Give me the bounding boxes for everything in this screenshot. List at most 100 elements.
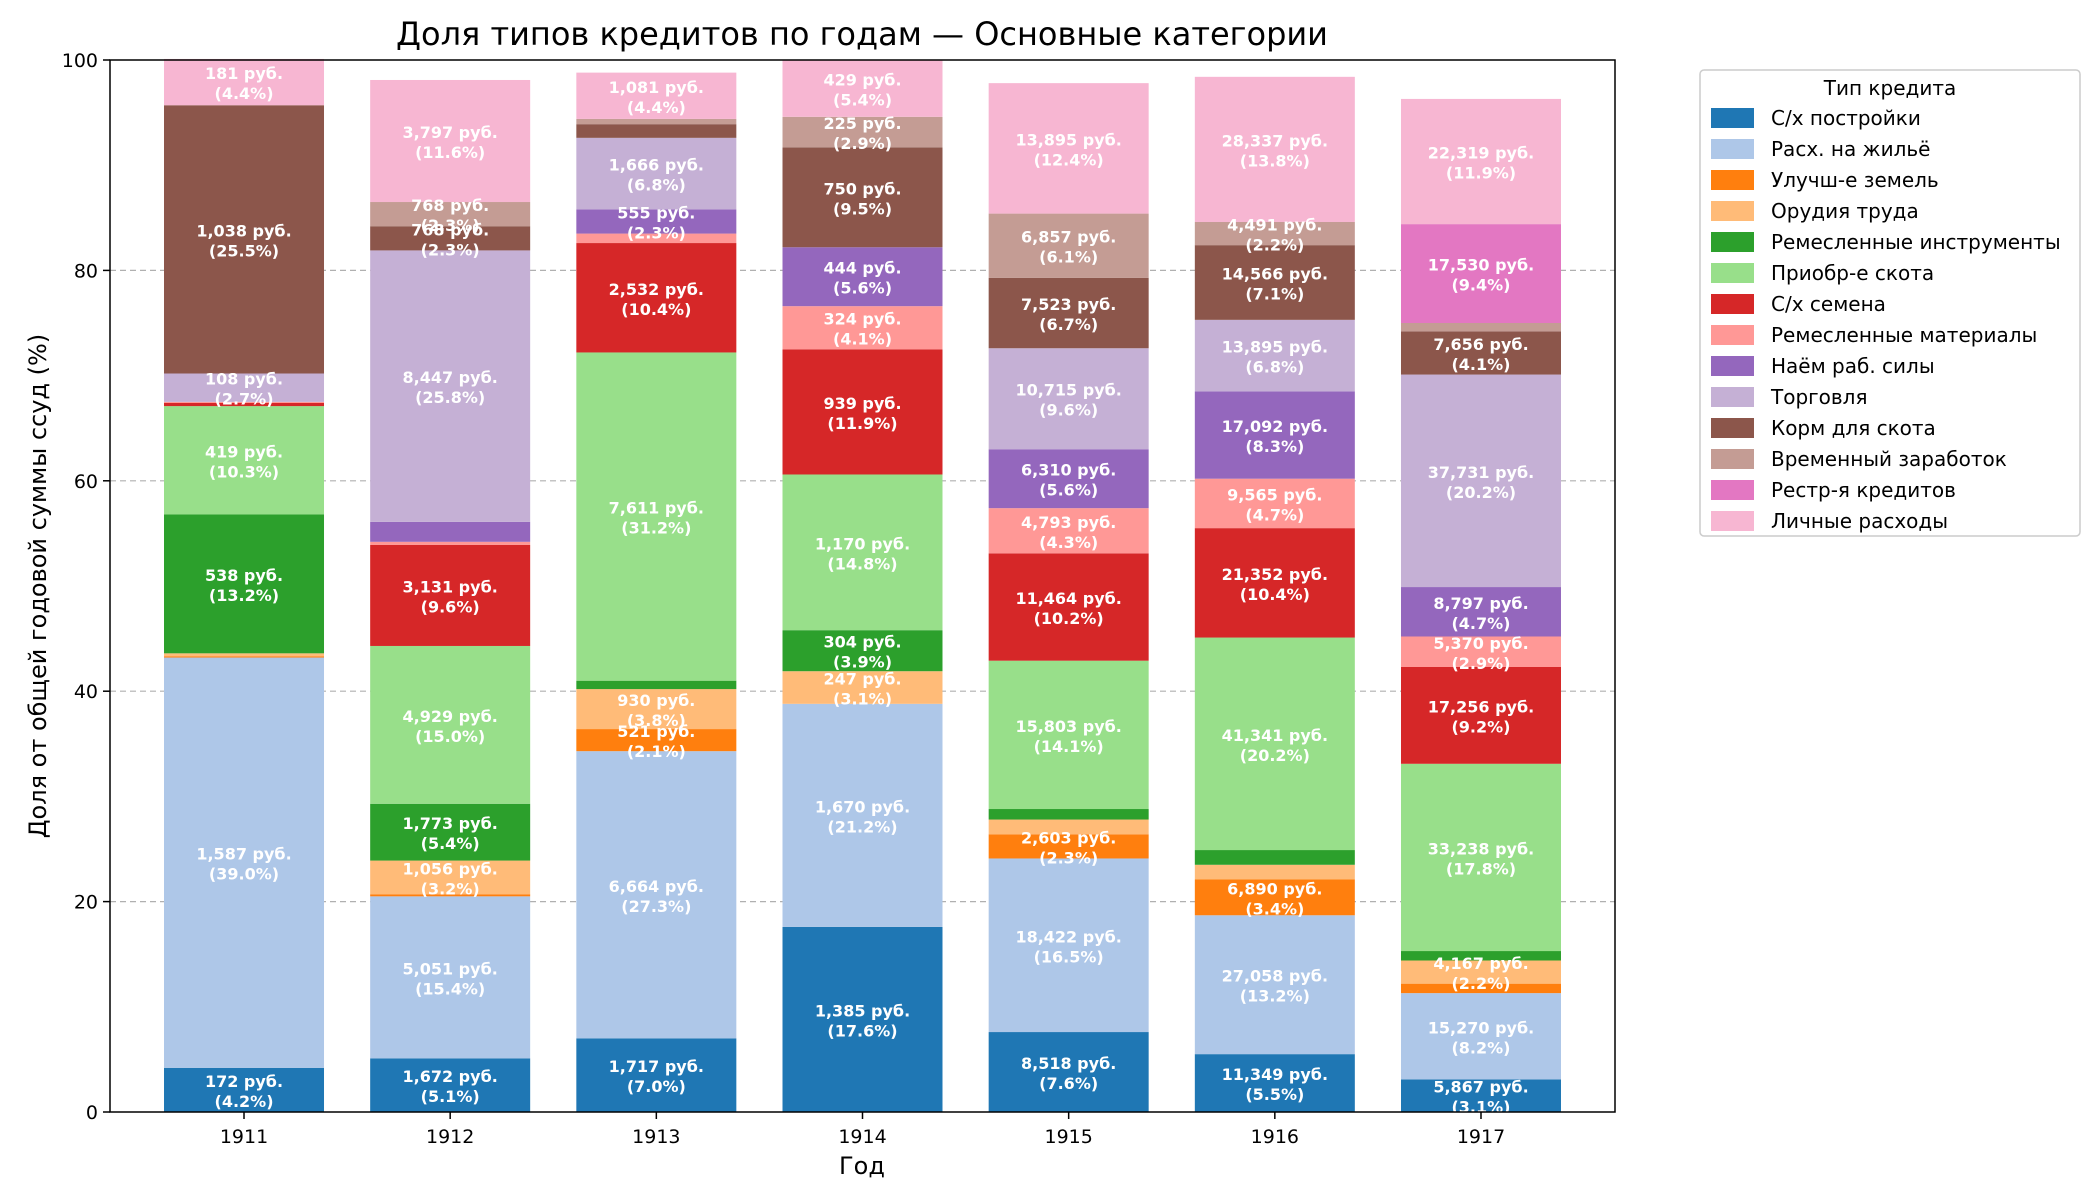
bar-segment — [988, 348, 1149, 450]
bar-segment — [1400, 587, 1561, 637]
bar-segment — [370, 521, 531, 542]
data-label: 11,464 руб. (10.2%) — [1015, 589, 1121, 628]
data-label: 429 руб. (5.4%) — [823, 70, 901, 109]
bar-segment — [576, 72, 737, 119]
bar-segment — [1400, 98, 1561, 225]
bar-segment — [576, 209, 737, 234]
bar-segment — [1400, 224, 1561, 323]
data-label: 1,666 руб. (6.8%) — [609, 156, 704, 195]
y-tick-label: 0 — [86, 1102, 98, 1124]
data-label: 108 руб. (2.7%) — [205, 370, 283, 409]
bar-segment — [988, 213, 1149, 278]
bar-segment — [782, 474, 943, 631]
data-label: 11,349 руб. (5.5%) — [1222, 1065, 1328, 1104]
bar-segment — [576, 680, 737, 690]
bar-segment — [1194, 850, 1355, 865]
bar-segment — [1400, 331, 1561, 375]
bar-segment — [1400, 667, 1561, 764]
legend-swatch — [1711, 108, 1754, 128]
bar-segment — [1400, 763, 1561, 952]
bar-segment — [782, 147, 943, 248]
bar-segment — [1194, 637, 1355, 851]
bar-segment — [1400, 993, 1561, 1080]
data-label: 8,447 руб. (25.8%) — [403, 368, 498, 407]
bar-segment — [370, 202, 531, 227]
bar-segment — [782, 60, 943, 117]
bar-segment — [988, 553, 1149, 661]
legend-entry: Орудия труда — [1711, 199, 1919, 223]
bar-segment — [576, 352, 737, 681]
data-label: 768 руб. (2.3%) — [411, 220, 489, 259]
legend-entry: Корм для скота — [1711, 416, 1936, 440]
bar-segment — [1194, 879, 1355, 916]
data-label: 6,310 руб. (5.6%) — [1021, 461, 1116, 500]
data-label: 1,081 руб. (4.4%) — [609, 78, 704, 117]
data-label: 4,929 руб. (15.0%) — [403, 707, 498, 746]
x-axis-label: Год — [839, 1152, 885, 1180]
legend-entry: С/х семена — [1711, 292, 1886, 316]
data-label: 768 руб. (2.3%) — [411, 196, 489, 235]
bars — [164, 58, 1561, 1112]
data-label: 5,051 руб. (15.4%) — [403, 959, 498, 998]
legend-label: Ремесленные материалы — [1771, 323, 2037, 347]
legend-label: Временный заработок — [1771, 447, 2007, 471]
y-axis-label: Доля от общей годовой суммы ссуд (%) — [24, 334, 52, 838]
data-label: 939 руб. (11.9%) — [823, 394, 901, 433]
legend-label: Улучш-е земель — [1771, 168, 1939, 192]
bar-segment — [576, 1038, 737, 1112]
data-label: 4,167 руб. (2.2%) — [1433, 954, 1528, 993]
bar-segment — [370, 894, 531, 897]
data-label: 444 руб. (5.6%) — [823, 259, 901, 298]
legend-entry: С/х постройки — [1711, 106, 1921, 130]
bar-segment — [988, 858, 1149, 1033]
bar-segment — [164, 514, 325, 654]
bar-segment — [576, 729, 737, 752]
bar-segment — [370, 1058, 531, 1112]
bar-segment — [1400, 960, 1561, 984]
bar-segment — [1194, 76, 1355, 223]
data-label: 172 руб. (4.2%) — [205, 1072, 283, 1111]
data-label: 521 руб. (2.1%) — [617, 722, 695, 761]
x-tick-label: 1913 — [632, 1126, 680, 1148]
data-label: 7,523 руб. (6.7%) — [1021, 295, 1116, 334]
data-label: 22,319 руб. (11.9%) — [1428, 144, 1534, 183]
data-label: 2,532 руб. (10.4%) — [609, 280, 704, 319]
legend-entry: Улучш-е земель — [1711, 168, 1939, 192]
legend-frame — [1699, 69, 2081, 537]
legend-label: Рестр-я кредитов — [1771, 478, 1956, 502]
data-label: 555 руб. (2.3%) — [617, 203, 695, 242]
bar-segment — [576, 233, 737, 244]
data-label: 7,611 руб. (31.2%) — [609, 499, 704, 538]
data-label: 27,058 руб. (13.2%) — [1222, 967, 1328, 1006]
legend-swatch — [1711, 418, 1754, 438]
data-label: 13,895 руб. (12.4%) — [1015, 130, 1121, 169]
data-label: 17,530 руб. (9.4%) — [1428, 256, 1534, 295]
bar-segment — [782, 349, 943, 475]
legend: Тип кредита С/х постройки Расх. на жильё У… — [1699, 69, 2081, 537]
legend-swatch — [1711, 511, 1754, 531]
legend-swatch — [1711, 449, 1754, 469]
data-label: 1,170 руб. (14.8%) — [815, 534, 910, 573]
bar-segment — [1194, 1054, 1355, 1112]
data-label: 304 руб. (3.9%) — [823, 633, 901, 672]
data-label: 419 руб. (10.3%) — [205, 442, 283, 481]
legend-label: Корм для скота — [1771, 416, 1936, 440]
legend-swatch — [1711, 201, 1754, 221]
bar-segment — [782, 306, 943, 350]
bar-segment — [1400, 1079, 1561, 1112]
legend-swatch — [1711, 263, 1754, 283]
bar-segment — [782, 630, 943, 672]
data-label: 18,422 руб. (16.5%) — [1015, 927, 1121, 966]
data-label: 1,717 руб. (7.0%) — [609, 1057, 704, 1096]
legend-swatch — [1711, 387, 1754, 407]
legend-entry: Временный заработок — [1711, 447, 2007, 471]
y-tick-label: 100 — [62, 50, 98, 72]
bar-segment — [988, 834, 1149, 859]
bar-segment — [164, 657, 325, 1068]
bar-segment — [988, 508, 1149, 554]
legend-title: Тип кредита — [1823, 76, 1956, 100]
chart-title: Доля типов кредитов по годам — Основные … — [396, 15, 1328, 53]
x-tick-label: 1914 — [838, 1126, 886, 1148]
data-label: 1,670 руб. (21.2%) — [815, 797, 910, 836]
